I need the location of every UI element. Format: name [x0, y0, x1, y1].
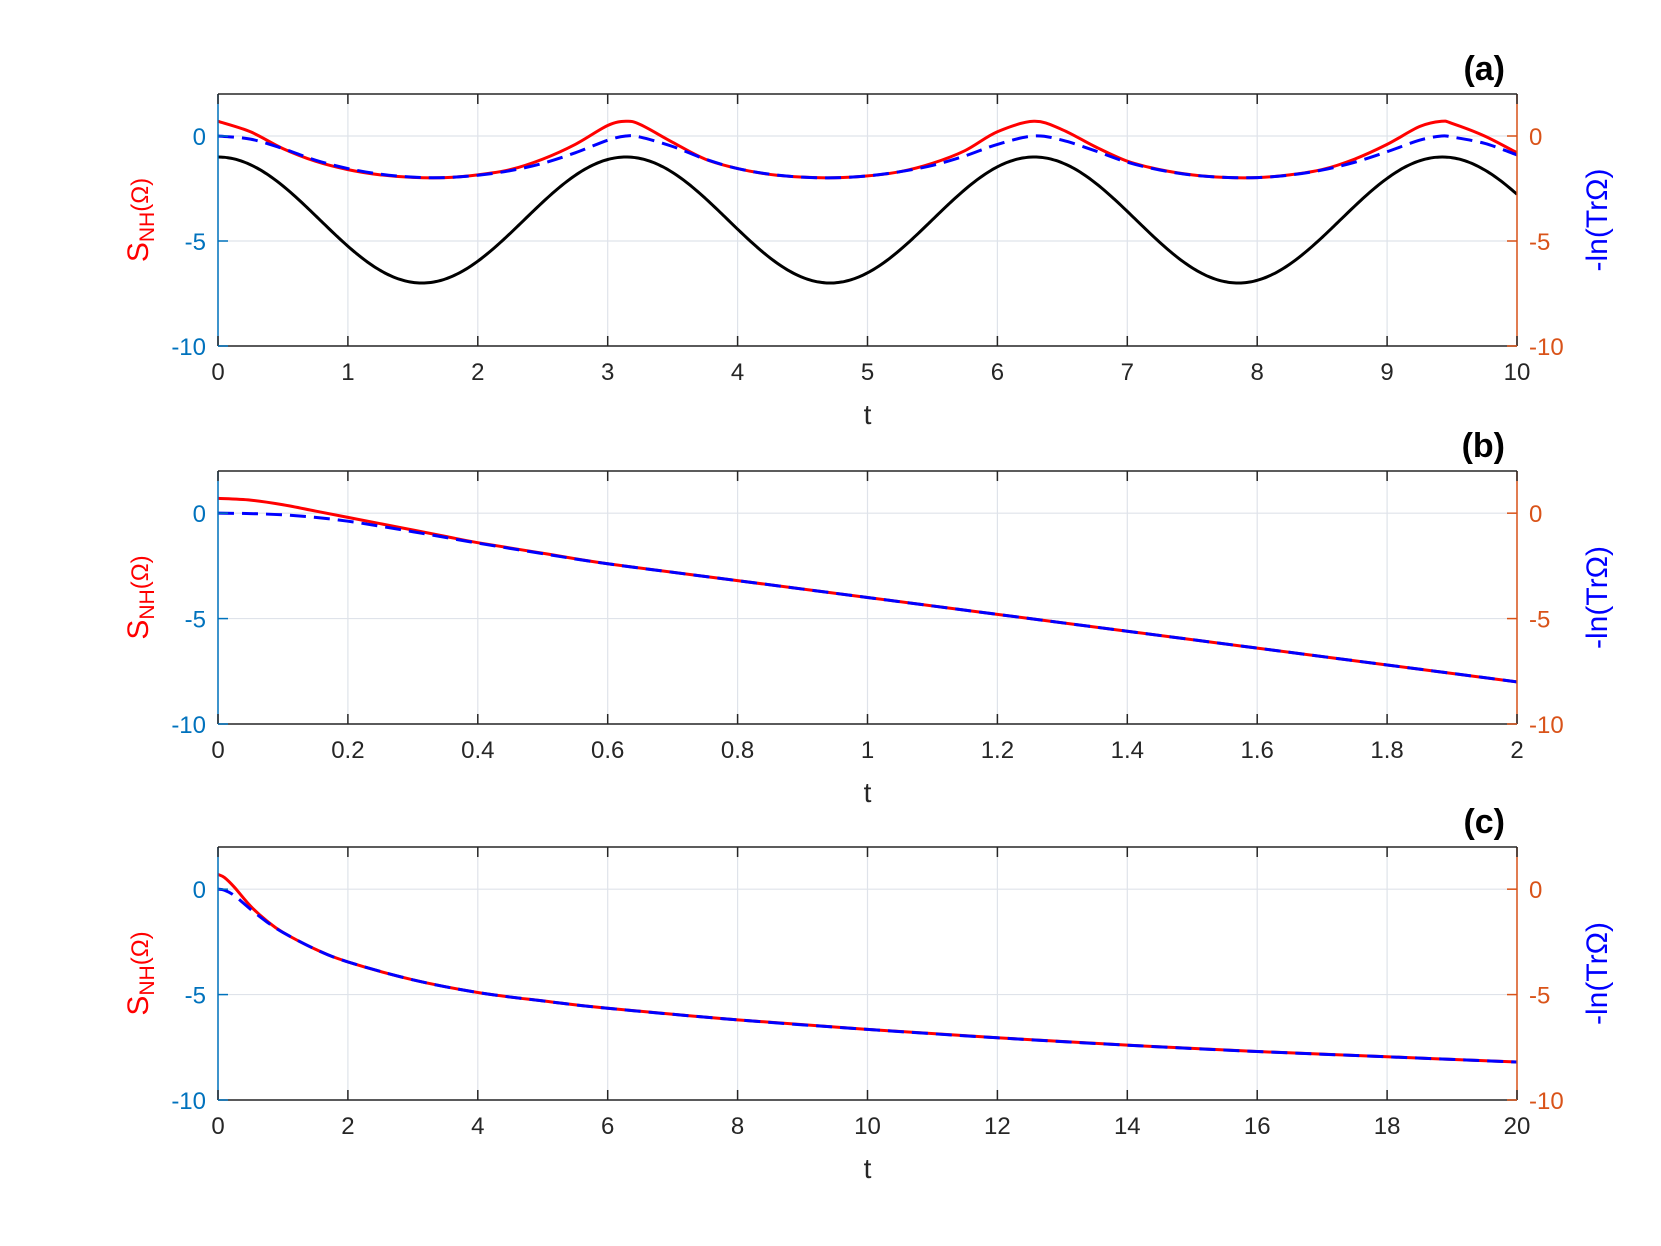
x-tick-label: 0.4 [461, 737, 494, 764]
ylabel-rest: (Ω) [127, 931, 154, 965]
x-tick-label: 0.8 [721, 737, 754, 764]
x-tick-label: 18 [1374, 1113, 1401, 1140]
series-group [218, 119, 1517, 285]
series-line-red-solid [218, 496, 1517, 684]
left-y-tick-label: -10 [171, 334, 206, 361]
ylabel-rest: (Ω) [127, 555, 154, 589]
ylabel-sub: NH [136, 589, 159, 619]
right-y-axis-label: -ln(TrΩ) [1581, 169, 1614, 272]
x-tick-label: 6 [601, 1113, 614, 1140]
x-tick-label: 0 [211, 1113, 224, 1140]
series-group [218, 873, 1517, 1064]
x-tick-label: 8 [1251, 359, 1264, 386]
x-tick-label: 9 [1380, 359, 1393, 386]
right-y-tick-label: -10 [1529, 712, 1564, 739]
x-tick-label: 12 [984, 1113, 1011, 1140]
x-tick-label: 2 [341, 1113, 354, 1140]
right-y-tick-label: -10 [1529, 334, 1564, 361]
x-tick-label: 10 [1504, 359, 1531, 386]
left-y-tick-label: -10 [171, 712, 206, 739]
left-y-axis-label: SNH(Ω) [122, 555, 159, 639]
left-y-tick-label: -10 [171, 1088, 206, 1115]
series-line-black-solid [218, 155, 1517, 285]
x-tick-label: 5 [861, 359, 874, 386]
ylabel-main: S [122, 242, 155, 262]
x-tick-label: 14 [1114, 1113, 1141, 1140]
ylabel-sub: NH [136, 965, 159, 995]
x-tick-label: 0.6 [591, 737, 624, 764]
right-y-axis-label: -ln(TrΩ) [1581, 922, 1614, 1025]
x-tick-label: 3 [601, 359, 614, 386]
x-tick-label: 8 [731, 1113, 744, 1140]
series-group [218, 496, 1517, 684]
x-axis-label: t [864, 777, 872, 808]
x-tick-label: 1 [861, 737, 874, 764]
x-tick-label: 4 [731, 359, 744, 386]
x-axis-label: t [864, 1153, 872, 1184]
ylabel-sub: NH [136, 212, 159, 242]
right-y-tick-label: -5 [1529, 229, 1550, 256]
right-y-tick-label: -5 [1529, 983, 1550, 1010]
x-tick-label: 0 [211, 359, 224, 386]
panel-a: 0 1 2 3 4 5 6 7 8 9 10-10-50-10-50t(a)SNH(Ω) -ln(Tr… [122, 50, 1614, 430]
left-y-tick-label: 0 [193, 877, 206, 904]
ylabel-rest: (Ω) [127, 178, 154, 212]
ylabel-main: S [122, 620, 155, 640]
panel-b: 0 0.2 0.4 0.6 0.8 1 1.2 1.4 1.6 1.8 2-10-50-10-50t… [122, 427, 1614, 808]
x-tick-label: 2 [1510, 737, 1523, 764]
right-y-axis-label: -ln(TrΩ) [1581, 546, 1614, 649]
right-y-tick-label: 0 [1529, 877, 1542, 904]
left-y-tick-label: -5 [185, 983, 206, 1010]
right-y-tick-label: -10 [1529, 1088, 1564, 1115]
series-line-blue-dashed [218, 134, 1517, 180]
right-y-tick-label: 0 [1529, 501, 1542, 528]
x-axis-label: t [864, 399, 872, 430]
x-tick-label: 6 [991, 359, 1004, 386]
x-tick-label: 7 [1121, 359, 1134, 386]
right-y-tick-label: -5 [1529, 607, 1550, 634]
x-tick-label: 1.6 [1241, 737, 1274, 764]
x-tick-label: 0.2 [331, 737, 364, 764]
right-y-tick-label: 0 [1529, 124, 1542, 151]
series-line-blue-dashed [218, 511, 1517, 684]
x-tick-label: 20 [1504, 1113, 1531, 1140]
panel-label: (b) [1462, 427, 1505, 465]
x-tick-label: 1 [341, 359, 354, 386]
x-tick-label: 0 [211, 737, 224, 764]
ylabel-main: S [122, 996, 155, 1016]
panel-label: (a) [1463, 50, 1505, 88]
x-tick-label: 1.2 [981, 737, 1014, 764]
x-tick-label: 4 [471, 1113, 484, 1140]
panel-c: 0 2 4 6 8 10 12 14 16 18 20-10-50-10-50t(c)SNH(Ω) -… [122, 803, 1614, 1184]
left-y-tick-label: 0 [193, 501, 206, 528]
left-y-tick-label: -5 [185, 607, 206, 634]
left-y-axis-label: SNH(Ω) [122, 931, 159, 1015]
left-y-tick-label: -5 [185, 229, 206, 256]
x-tick-label: 2 [471, 359, 484, 386]
left-y-tick-label: 0 [193, 124, 206, 151]
series-line-blue-dashed [218, 887, 1517, 1064]
x-tick-label: 10 [854, 1113, 881, 1140]
x-tick-label: 16 [1244, 1113, 1271, 1140]
x-tick-label: 1.4 [1111, 737, 1144, 764]
panel-label: (c) [1463, 803, 1505, 841]
left-y-axis-label: SNH(Ω) [122, 178, 159, 262]
x-tick-label: 1.8 [1370, 737, 1403, 764]
